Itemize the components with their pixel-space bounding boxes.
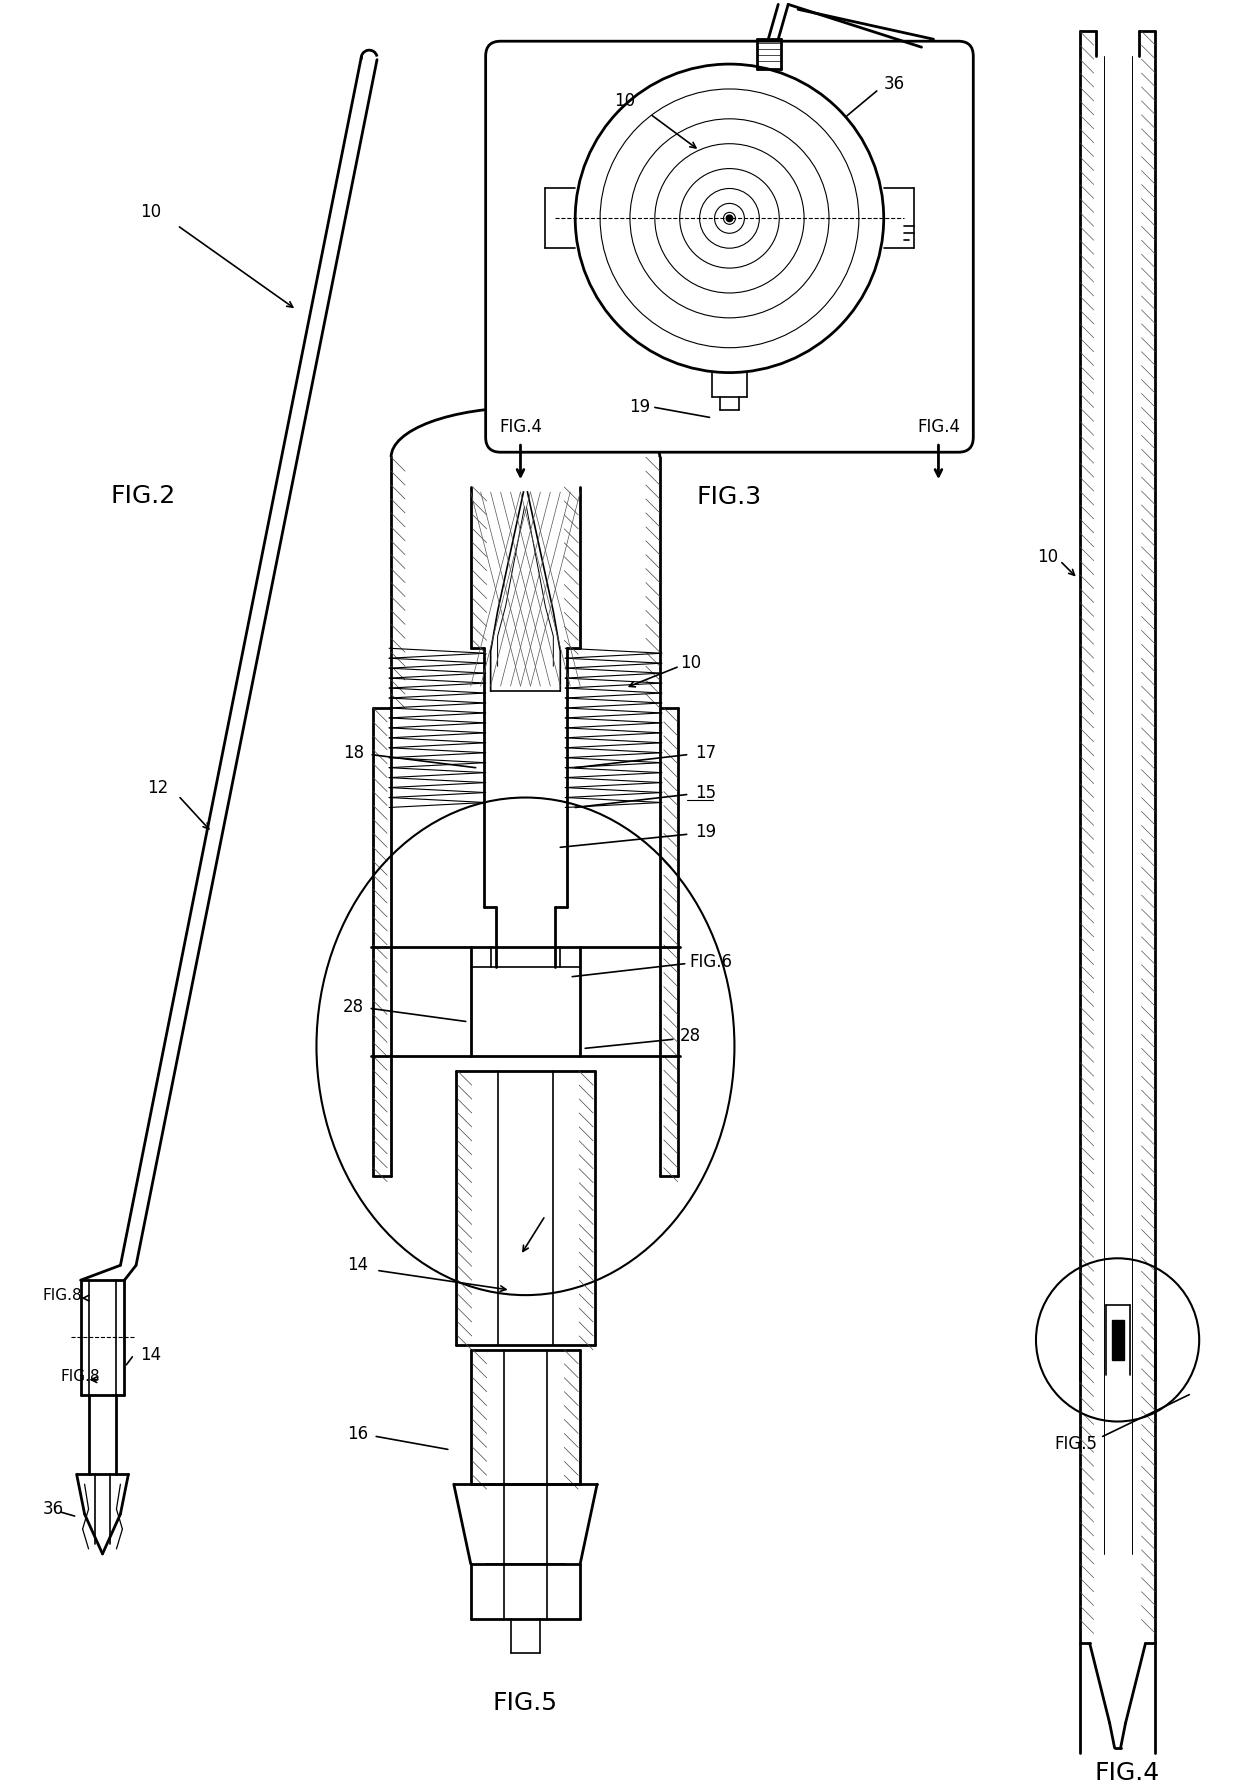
Text: 14: 14 xyxy=(140,1346,161,1364)
Text: 36: 36 xyxy=(884,75,905,93)
Text: 18: 18 xyxy=(343,744,365,762)
Text: FIG.8: FIG.8 xyxy=(61,1370,100,1384)
Text: FIG.2: FIG.2 xyxy=(110,485,176,508)
Text: 28: 28 xyxy=(343,998,365,1016)
Text: 19: 19 xyxy=(629,399,650,417)
Text: FIG.8: FIG.8 xyxy=(43,1287,82,1303)
Text: 17: 17 xyxy=(694,744,715,762)
Text: FIG.4: FIG.4 xyxy=(498,418,542,436)
Text: 36: 36 xyxy=(43,1500,64,1518)
Text: 10: 10 xyxy=(680,654,701,672)
Text: 19: 19 xyxy=(694,822,715,842)
Circle shape xyxy=(725,215,733,222)
Text: 10: 10 xyxy=(614,91,635,109)
Text: 14: 14 xyxy=(347,1257,368,1275)
FancyBboxPatch shape xyxy=(486,41,973,452)
Text: 15: 15 xyxy=(694,783,715,801)
Text: FIG.5: FIG.5 xyxy=(1055,1436,1097,1454)
Text: 10: 10 xyxy=(1037,547,1058,565)
Text: 12: 12 xyxy=(148,778,169,797)
Text: FIG.6: FIG.6 xyxy=(689,953,733,971)
Text: FIG.4: FIG.4 xyxy=(1095,1761,1161,1784)
Text: 16: 16 xyxy=(347,1425,368,1443)
Text: FIG.3: FIG.3 xyxy=(697,485,763,510)
Text: FIG.5: FIG.5 xyxy=(494,1691,558,1715)
Text: 28: 28 xyxy=(680,1028,701,1046)
Text: 10: 10 xyxy=(140,204,161,222)
Text: FIG.4: FIG.4 xyxy=(916,418,960,436)
Bar xyxy=(1111,1320,1123,1361)
